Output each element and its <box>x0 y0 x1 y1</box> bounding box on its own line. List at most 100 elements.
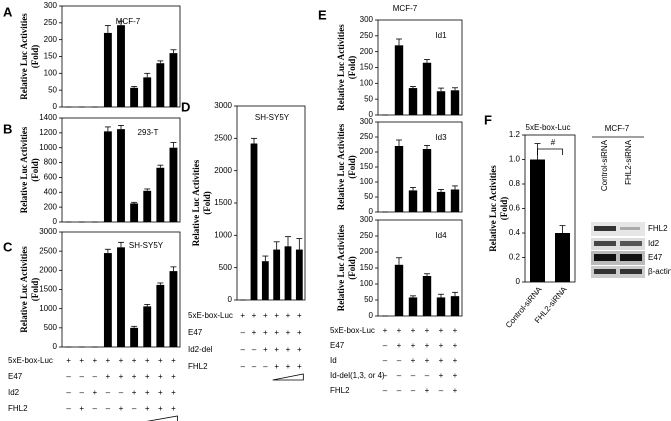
y-tick-label: 1000 <box>39 304 57 313</box>
bar <box>450 189 460 212</box>
y-tick-label: 50 <box>364 295 373 304</box>
y-axis-label: (Fold) <box>347 56 357 80</box>
y-tick-label: 200 <box>44 202 58 211</box>
error-bar <box>559 225 566 233</box>
bar <box>143 190 152 222</box>
y-tick-label: 600 <box>44 173 58 182</box>
bar <box>408 88 418 115</box>
y-tick-label: 1500 <box>214 198 232 207</box>
inset-label: SH-SY5Y <box>129 241 164 250</box>
condition-cell: + <box>263 328 268 337</box>
y-axis-label: Relative Luc Activities <box>336 224 346 311</box>
panel-letter: F <box>484 112 492 127</box>
condition-cell: + <box>119 404 124 413</box>
y-tick-label: 150 <box>44 52 58 61</box>
condition-label: E47 <box>330 341 345 350</box>
condition-label: Id <box>330 356 337 365</box>
condition-label: 5xE-box-Luc <box>188 311 233 320</box>
y-axis-label: Relative Luc Activities <box>488 165 498 252</box>
condition-cell: + <box>274 362 279 371</box>
error-bar <box>262 255 269 262</box>
blot-row: E47 <box>648 253 663 262</box>
blot-lane: FHL2-siRNA <box>624 139 633 185</box>
condition-cell: – <box>425 371 430 380</box>
error-bar <box>424 273 430 276</box>
condition-cell: + <box>92 356 97 365</box>
y-tick-label: 250 <box>360 231 374 240</box>
error-bar <box>410 295 416 298</box>
y-tick-label: 1.0 <box>509 155 521 164</box>
y-tick-label: 0.6 <box>509 204 521 213</box>
condition-cell: + <box>286 345 291 354</box>
condition-cell: + <box>158 388 163 397</box>
condition-cell: – <box>66 372 71 381</box>
inset-label: Id4 <box>435 231 447 240</box>
y-tick-label: 150 <box>360 263 374 272</box>
error-bar <box>118 125 124 130</box>
y-axis-label: (Fold) <box>30 158 40 182</box>
y-tick-label: 300 <box>360 15 374 24</box>
y-axis-label: Relative Luc Activities <box>19 126 29 213</box>
y-tick-label: 0 <box>228 295 233 304</box>
condition-cell: – <box>252 345 257 354</box>
condition-cell: + <box>106 356 111 365</box>
y-tick-label: 2500 <box>39 246 57 255</box>
y-tick-label: 0 <box>53 102 58 111</box>
condition-cell: + <box>286 311 291 320</box>
y-tick-label: 1000 <box>214 230 232 239</box>
condition-cell: + <box>453 356 458 365</box>
y-tick-label: 0.4 <box>509 228 521 237</box>
y-tick-label: 1500 <box>39 285 57 294</box>
condition-cell: – <box>252 362 257 371</box>
condition-cell: – <box>263 362 268 371</box>
condition-cell: + <box>397 341 402 350</box>
error-bar <box>157 282 164 285</box>
bar <box>555 233 570 282</box>
y-tick-label: 100 <box>360 177 374 186</box>
plot-frame <box>236 105 306 301</box>
bar <box>143 77 152 107</box>
condition-cell: + <box>453 341 458 350</box>
bar <box>156 167 165 222</box>
bar <box>117 247 125 347</box>
condition-cell: – <box>397 371 402 380</box>
error-bar <box>170 142 177 148</box>
error-bar <box>170 49 177 54</box>
bar <box>394 264 404 316</box>
condition-cell: + <box>158 404 163 413</box>
condition-cell: + <box>411 356 416 365</box>
error-bar <box>131 325 138 328</box>
y-tick-label: 500 <box>44 323 58 332</box>
bar <box>169 53 178 107</box>
panel-letter: C <box>3 239 13 254</box>
condition-cell: + <box>425 341 430 350</box>
chart-panel: C SH-SY5Y Relative Luc Activities (Fold) 0 50… <box>3 227 181 421</box>
condition-label: Id2-del <box>188 345 213 354</box>
error-bar <box>438 87 444 92</box>
y-tick-label: 0 <box>53 342 58 351</box>
condition-cell: – <box>383 356 388 365</box>
y-tick-label: 200 <box>44 35 58 44</box>
error-bar <box>285 236 291 247</box>
error-bar <box>131 201 138 204</box>
error-bar <box>157 60 164 64</box>
bar <box>130 327 139 347</box>
y-tick-label: 1.2 <box>509 130 521 139</box>
condition-cell: + <box>171 404 176 413</box>
y-tick-label: 50 <box>364 94 373 103</box>
blot-title: MCF-7 <box>605 124 630 133</box>
y-axis-label: (Fold) <box>347 256 357 280</box>
inset-label: 293-T <box>138 128 159 137</box>
condition-cell: – <box>106 388 111 397</box>
error-bar <box>144 72 151 78</box>
bar <box>130 87 139 107</box>
condition-cell: + <box>106 372 111 381</box>
chart-panel: B 293-T Relative Luc Activities (Fold) 0 200 4… <box>3 113 181 226</box>
condition-cell: + <box>145 356 150 365</box>
condition-cell: + <box>171 372 176 381</box>
y-tick-label: 200 <box>360 247 374 256</box>
error-bar <box>144 188 151 191</box>
inset-label: Id3 <box>435 133 447 142</box>
bar <box>436 91 446 115</box>
